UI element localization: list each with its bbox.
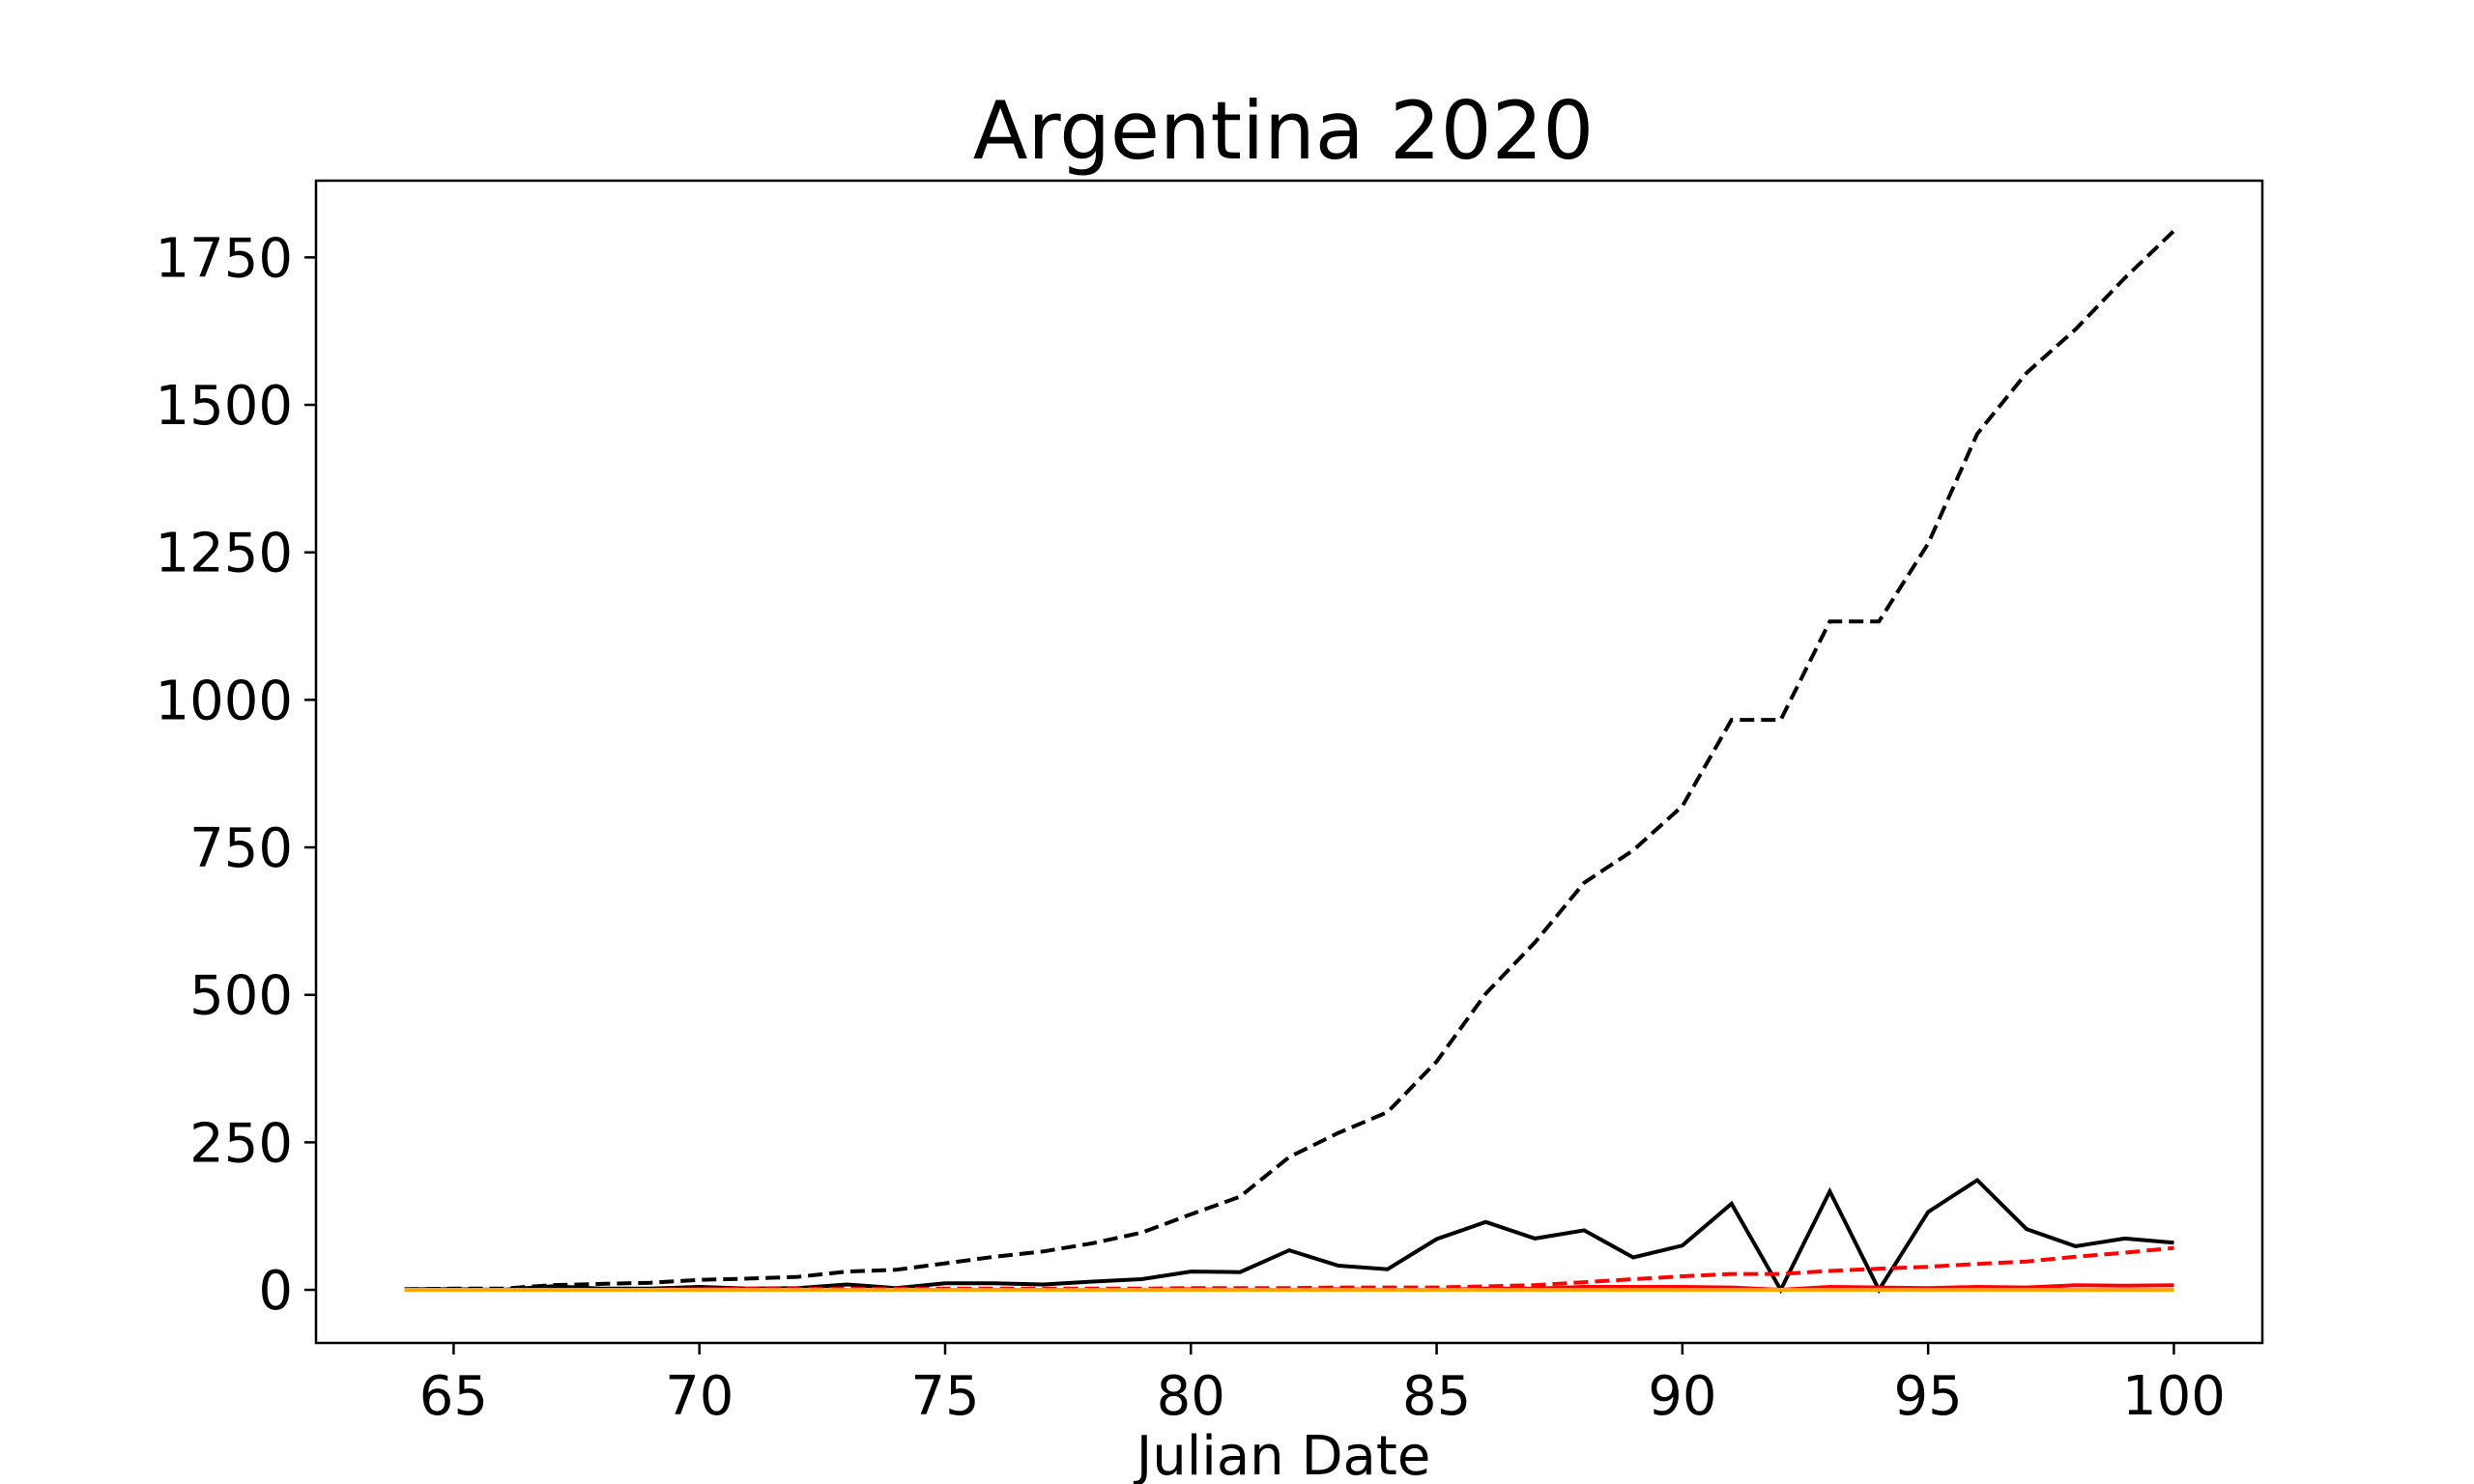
x-tick-label: 100 [2122, 1365, 2226, 1428]
x-tick-label: 80 [1157, 1365, 1225, 1428]
chart-title: Argentina 2020 [973, 84, 1594, 178]
y-tick-label: 1500 [155, 375, 293, 438]
x-tick-label: 75 [910, 1365, 979, 1428]
y-tick-label: 500 [189, 965, 293, 1028]
series-line-1 [404, 229, 2175, 1292]
y-tick-label: 250 [189, 1112, 293, 1175]
x-tick-label: 90 [1648, 1365, 1716, 1428]
y-tick-label: 0 [258, 1260, 293, 1323]
y-tick-label: 750 [189, 817, 293, 880]
x-tick-label: 65 [419, 1365, 488, 1428]
plot-area-frame [314, 179, 2264, 1345]
x-axis-label: Julian Date [1134, 1425, 1431, 1484]
x-tick-label: 85 [1402, 1365, 1471, 1428]
x-tick-label: 70 [665, 1365, 734, 1428]
ticks-layer: 65 70 75 80 85 90 95 10002505007501000125015001… [155, 227, 2225, 1428]
y-tick-label: 1250 [155, 523, 293, 585]
x-tick-label: 95 [1894, 1365, 1963, 1428]
y-tick-label: 1000 [155, 670, 293, 732]
series-layer [404, 229, 2175, 1295]
y-tick-label: 1750 [155, 227, 293, 290]
